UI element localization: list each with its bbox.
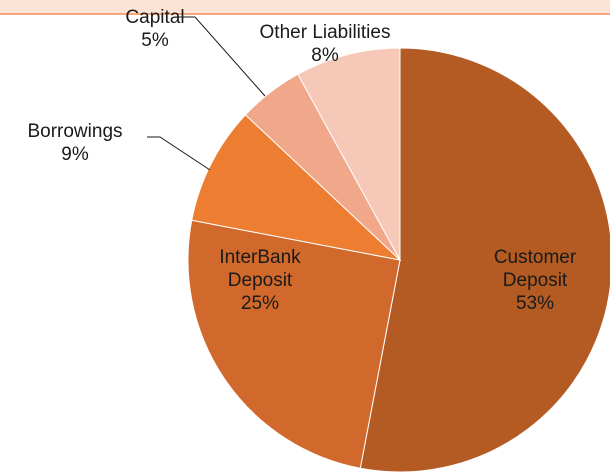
slice-label: Other Liabilities 8% [225,21,425,67]
slice-name: Customer Deposit [493,247,577,291]
top-band [0,0,610,15]
slice-name: Capital [125,7,185,28]
slice-percent: 8% [311,45,339,66]
leader-line [178,16,266,97]
slice-percent: 53% [515,293,555,314]
slice-name: Borrowings [27,121,123,142]
slice-name: InterBank Deposit [219,247,301,291]
slice-label: Customer Deposit 53% [470,246,600,315]
slice-percent: 5% [141,30,169,51]
pie-slice [191,114,402,261]
leader-line [147,136,211,171]
slice-name: Other Liabilities [259,22,391,43]
slice-label: Borrowings 9% [5,120,145,166]
slice-label: InterBank Deposit 25% [200,246,320,315]
pie-slice [297,47,401,261]
pie-slice [359,47,610,473]
slice-label: Capital 5% [110,6,200,52]
slice-percent: 9% [61,144,89,165]
slice-percent: 25% [240,293,280,314]
pie-slice [187,219,401,469]
